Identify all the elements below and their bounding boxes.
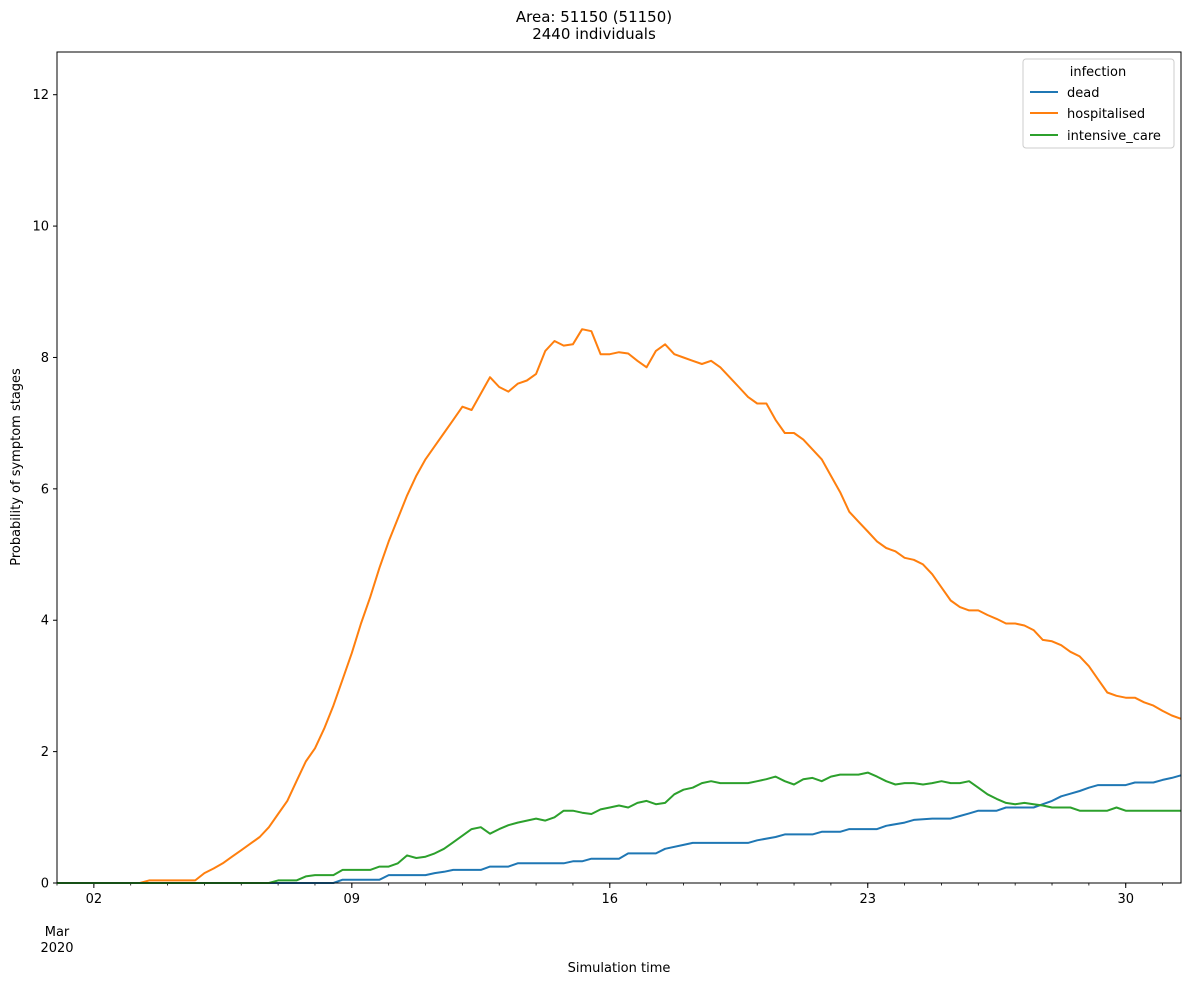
plot-frame [56,51,1182,884]
legend: infection dead hospitalised intensive_ca… [1022,58,1175,149]
chart-title: Area: 51150 (51150) [516,8,672,26]
x-tick-label: 30 [1117,892,1134,907]
x-tick-label: 02 [86,892,103,907]
x-axis-label: Simulation time [568,961,671,976]
y-tick-label: 4 [41,614,49,629]
y-tick-label: 10 [32,220,49,235]
series-line-hospitalised [57,328,1182,884]
y-tick-label: 0 [41,877,49,892]
x-tick-label: 23 [859,892,876,907]
y-axis-label: Probability of symptom stages [9,368,24,566]
x-tick-label: 09 [344,892,361,907]
x-month-label: Mar [45,925,70,940]
series-layer [57,328,1182,884]
x-year-label: 2020 [40,941,73,956]
y-tick-label: 12 [32,88,49,103]
chart-subtitle: 2440 individuals [532,25,656,43]
legend-label-hospitalised: hospitalised [1067,107,1145,122]
legend-label-intensive-care: intensive_care [1067,129,1161,144]
y-tick-label: 2 [41,745,49,760]
legend-title: infection [1070,65,1126,80]
legend-label-dead: dead [1067,86,1099,101]
x-tick-label: 16 [602,892,619,907]
series-line-dead [57,774,1182,884]
legend-box [1022,58,1175,149]
y-tick-label: 8 [41,351,49,366]
series-line-intensive-care [57,771,1181,884]
y-tick-label: 6 [41,482,49,497]
